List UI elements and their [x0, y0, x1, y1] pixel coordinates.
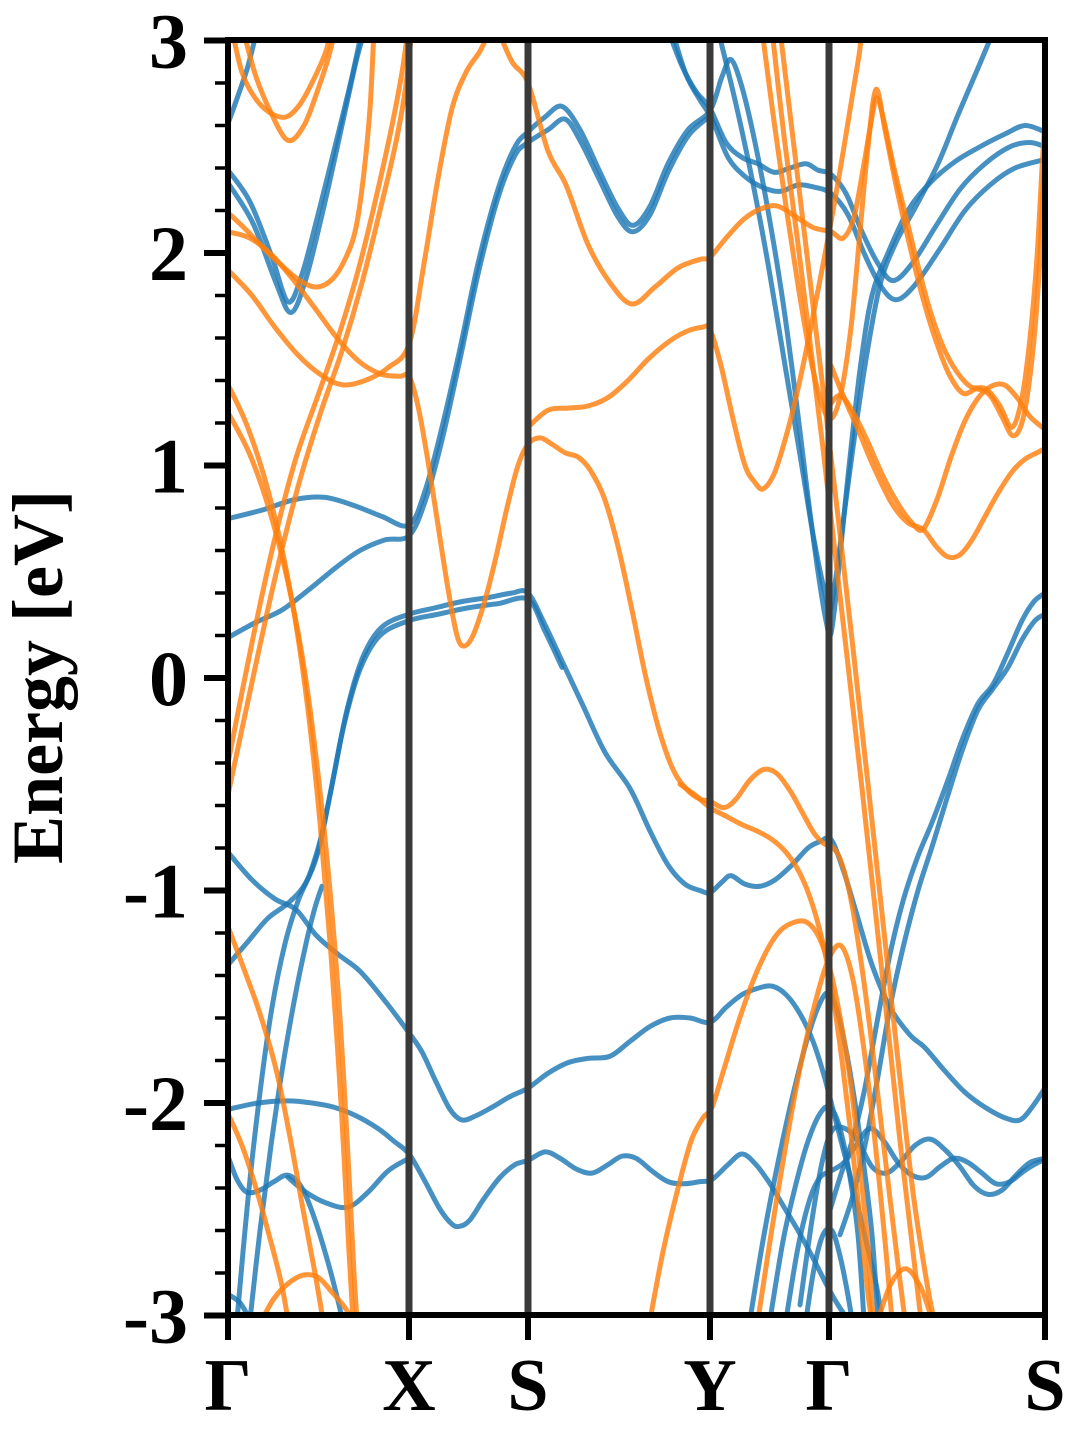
blue-band-7 — [717, 40, 993, 613]
orange-band-17 — [228, 382, 356, 1315]
blue-band-20 — [228, 1153, 344, 1315]
orange-band-14 — [228, 40, 410, 766]
axis-ticks — [204, 37, 1048, 1340]
x-tick-label-5: Γ — [805, 1345, 852, 1427]
orange-band-20 — [261, 1272, 352, 1315]
orange-band-13 — [228, 40, 489, 388]
orange-band-23 — [876, 1266, 934, 1315]
y-tick-label: 2 — [149, 210, 188, 297]
blue-band-23 — [228, 116, 709, 641]
orange-band-1 — [231, 40, 332, 120]
y-axis-label: Energy [eV] — [0, 490, 78, 864]
orange-band-9 — [778, 40, 936, 1315]
x-tick-label-2: X — [382, 1345, 435, 1427]
orange-band-19 — [228, 1111, 290, 1315]
y-tick-label: -2 — [123, 1060, 188, 1147]
orange-band-16 — [228, 409, 360, 1315]
blue-band-16 — [837, 611, 1045, 1238]
blue-band-4 — [228, 57, 1045, 639]
blue-band-15 — [826, 590, 1045, 1216]
orange-band-22 — [756, 942, 895, 1315]
blue-band-13 — [797, 1124, 1045, 1308]
y-tick-label: 3 — [149, 0, 188, 85]
y-tick-label: 0 — [149, 635, 188, 722]
orange-band-8 — [770, 40, 923, 1315]
blue-band-10 — [228, 849, 884, 1315]
high-symmetry-separator-lines — [405, 40, 833, 1315]
blue-band-9 — [228, 595, 565, 968]
orange-band-10 — [826, 381, 1045, 533]
y-tick-label: 1 — [149, 423, 188, 510]
x-tick-label-6: S — [1024, 1345, 1065, 1427]
orange-band-2 — [243, 40, 336, 144]
x-tick-label-1: Γ — [204, 1345, 251, 1427]
x-tick-label-3: S — [507, 1345, 548, 1427]
y-tick-labels: 3 2 1 0 -1 -2 -3 — [123, 0, 188, 1360]
orange-band-6 — [499, 40, 1045, 430]
blue-band-8 — [234, 587, 1045, 1315]
band-lines — [228, 40, 1045, 1315]
y-tick-label: -3 — [123, 1273, 188, 1360]
blue-band-11 — [228, 1098, 848, 1315]
y-tick-label: -1 — [123, 848, 188, 935]
orange-band-5 — [677, 781, 874, 1315]
orange-band-18 — [228, 924, 325, 1315]
orange-band-21 — [648, 918, 876, 1315]
orange-band-11 — [828, 363, 1045, 561]
blue-band-22 — [248, 883, 325, 1315]
x-tick-label-4: Y — [683, 1345, 736, 1427]
orange-band-15 — [228, 40, 414, 798]
